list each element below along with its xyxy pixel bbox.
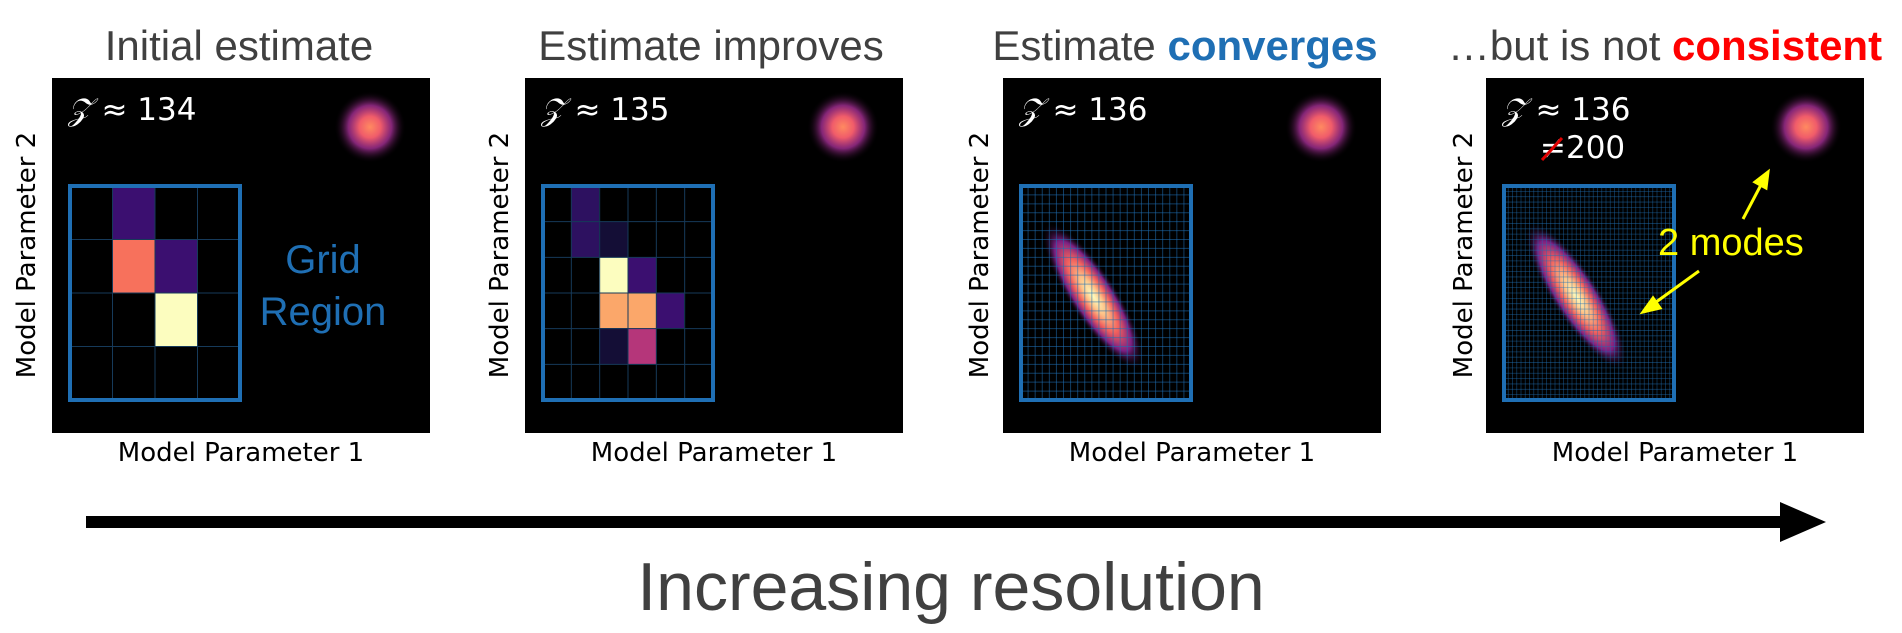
- panel-3-evidence-label: 𝒵 ≈ 136: [1019, 92, 1147, 129]
- peak-mode-blob: [1285, 91, 1357, 163]
- evidence-value: ≈ 134: [101, 92, 197, 128]
- panel-1-plot: [52, 78, 430, 433]
- panel-4-x-axis-label: Model Parameter 1: [1551, 438, 1799, 468]
- grid-heatmap-cells: [571, 186, 684, 364]
- grid-lines: [543, 186, 713, 400]
- panel-1-title-main: Initial estimate: [104, 22, 374, 69]
- grid-heatmap-cells: [112, 186, 198, 346]
- evidence-value: ≈ 135: [574, 92, 670, 128]
- peak-mode-blob: [1770, 91, 1842, 163]
- panel-2-y-axis-label: Model Parameter 2: [485, 131, 515, 379]
- panel-1-x-axis-label: Model Parameter 1: [117, 438, 365, 468]
- evidence-value: ≈ 136: [1052, 92, 1148, 128]
- grid-region-label: Grid Region: [248, 234, 398, 338]
- arrow-to-lower-mode: [1651, 269, 1700, 307]
- grid-lines: [1504, 186, 1674, 400]
- panel-1-y-axis-label: Model Parameter 2: [12, 131, 42, 379]
- posterior-ridge: [1042, 222, 1144, 370]
- grid-region-box: [1019, 184, 1193, 402]
- panel-2-title: Estimate improves: [522, 18, 900, 74]
- panel-4-title: …but is not consistent: [1435, 18, 1895, 74]
- panel-2-plot-svg: [541, 91, 879, 402]
- arrow-head: [1639, 295, 1663, 315]
- modes-label: 2 modes: [1658, 222, 1804, 264]
- panel-3-plot: [1003, 78, 1381, 433]
- red-slash-icon: [1540, 136, 1564, 162]
- panel-4-y-axis-label: Model Parameter 2: [1449, 131, 1479, 379]
- evidence-value: ≈ 136: [1535, 92, 1631, 128]
- panel-4-plot: [1486, 78, 1864, 433]
- grid-lines: [1021, 186, 1191, 400]
- grid-region-box: [1502, 184, 1676, 402]
- arrow-shaft: [86, 516, 1786, 528]
- heatmap-cell: [112, 240, 155, 293]
- panel-2-title-main: Estimate improves: [538, 22, 884, 69]
- evidence-symbol: 𝒵: [541, 92, 565, 128]
- panel-2-x-axis-label: Model Parameter 1: [590, 438, 838, 468]
- heatmap-cell: [155, 293, 198, 346]
- heatmap-cell: [628, 257, 656, 293]
- peak-mode-blob: [807, 91, 879, 163]
- heatmap-cell: [656, 293, 684, 328]
- heatmap-cell: [599, 293, 628, 328]
- panel-4-title-highlight: consistent: [1672, 22, 1883, 69]
- panel-3-y-axis-label: Model Parameter 2: [965, 131, 995, 379]
- grid-region-line-2: Region: [259, 290, 387, 334]
- panel-2-evidence-label: 𝒵 ≈ 135: [541, 92, 669, 129]
- heatmap-cell: [155, 240, 198, 293]
- panel-4-title-main: …but is not: [1447, 22, 1673, 69]
- panel-3-x-axis-label: Model Parameter 1: [1068, 438, 1316, 468]
- modes-arrows: [1639, 168, 1770, 315]
- heatmap-cell: [112, 186, 155, 240]
- panel-3-title-main: Estimate: [992, 22, 1168, 69]
- heatmap-cell: [571, 186, 599, 222]
- panel-3-title: Estimate converges: [975, 18, 1395, 74]
- heatmap-cell: [599, 257, 628, 293]
- grid-region-box: [68, 184, 242, 402]
- heatmap-cell: [599, 328, 628, 364]
- heatmap-cell: [599, 222, 628, 257]
- grid-region-line-1: Grid: [285, 238, 361, 282]
- evidence-symbol: 𝒵: [68, 92, 92, 128]
- panel-2-plot: [525, 78, 903, 433]
- grid-lines: [70, 186, 240, 400]
- panel-1-title: Initial estimate: [50, 18, 428, 74]
- caption: Increasing resolution: [637, 549, 1265, 625]
- panel-4-evidence-label: 𝒵 ≈ 136: [1502, 92, 1630, 129]
- panel-3-plot-svg: [1019, 91, 1357, 402]
- panel-3-title-highlight: converges: [1167, 22, 1378, 69]
- heatmap-cell: [571, 222, 599, 257]
- arrow-to-upper-mode: [1741, 180, 1765, 220]
- arrow-head-icon: [1780, 502, 1826, 542]
- heatmap-cell: [628, 293, 656, 328]
- arrow-head: [1752, 168, 1770, 191]
- grid-region-box: [541, 184, 715, 402]
- panel-1-evidence-label: 𝒵 ≈ 134: [68, 92, 196, 129]
- panel-4-plot-svg: [1502, 91, 1842, 402]
- panel-1-plot-svg: [68, 91, 406, 402]
- evidence-symbol: 𝒵: [1502, 92, 1526, 128]
- peak-mode-blob: [334, 91, 406, 163]
- resolution-arrow: [86, 500, 1826, 544]
- heatmap-cell: [628, 328, 656, 364]
- evidence-symbol: 𝒵: [1019, 92, 1043, 128]
